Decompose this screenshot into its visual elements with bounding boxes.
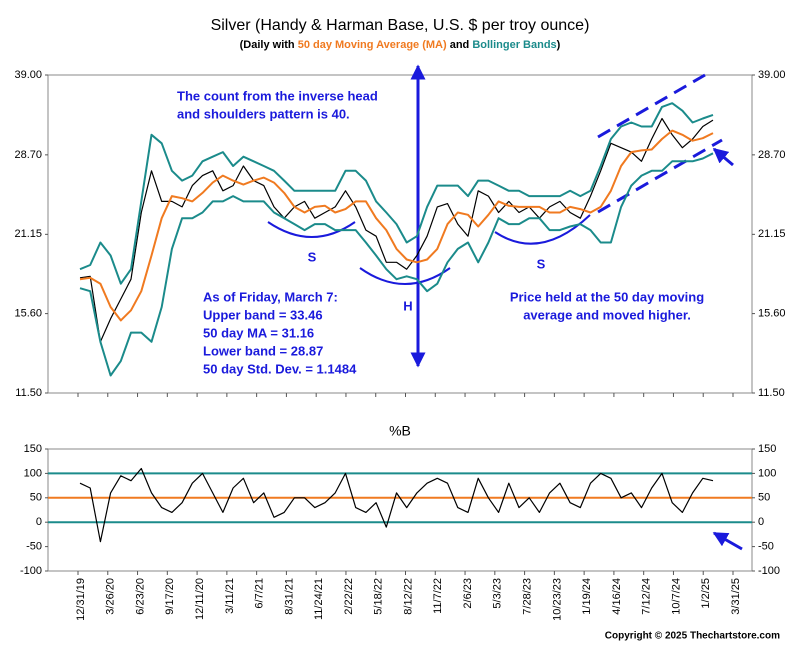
series-line — [79, 129, 714, 322]
chart-subtitle: (Daily with 50 day Moving Average (MA) a… — [240, 39, 561, 51]
y-tick-label-right: -50 — [758, 541, 774, 553]
x-tick-label: 6/7/21 — [254, 578, 266, 609]
y-tick-label-right: 50 — [758, 492, 770, 504]
sub-title: %B — [389, 423, 411, 439]
series-line — [79, 467, 714, 543]
annotation: average and moved higher. — [523, 307, 691, 322]
x-tick-label: 12/11/20 — [194, 578, 206, 620]
x-tick-label: 2/22/22 — [343, 578, 355, 615]
x-tick-label: 6/23/20 — [134, 578, 146, 615]
head-arc — [359, 267, 451, 285]
x-tick-label: 9/17/20 — [164, 578, 176, 615]
y-tick-label-right: 21.15 — [758, 228, 786, 240]
annotation: H — [403, 298, 412, 313]
y-tick-label: 50 — [30, 492, 42, 504]
x-tick-label: 7/12/24 — [641, 578, 653, 615]
annotation: The count from the inverse head — [177, 88, 378, 103]
x-tick-label: 8/31/21 — [283, 578, 295, 615]
x-tick-label: 11/24/21 — [313, 578, 325, 620]
pointer-arrow — [712, 531, 743, 551]
y-tick-label-right: 15.60 — [758, 308, 786, 320]
subtitle-part: ) — [557, 39, 561, 51]
x-tick-label: 10/7/24 — [670, 578, 682, 615]
y-tick-label-right: 100 — [758, 467, 776, 479]
annotation: 50 day MA = 31.16 — [203, 325, 314, 340]
series-line — [79, 152, 714, 377]
annotation: 50 day Std. Dev. = 1.1484 — [203, 361, 357, 376]
annotation: Lower band = 28.87 — [203, 343, 323, 358]
annotation: S — [537, 256, 546, 271]
subtitle-part: 50 day Moving Average (MA) — [298, 39, 447, 51]
x-tick-label: 1/2/25 — [700, 578, 712, 609]
subtitle-part: and — [447, 39, 473, 51]
y-tick-label: 100 — [24, 467, 42, 479]
x-tick-label: 10/23/23 — [551, 578, 563, 621]
y-tick-label-right: 150 — [758, 443, 776, 455]
footer: Copyright © 2025 Thechartstore.com — [605, 631, 780, 642]
x-tick-label: 8/12/22 — [402, 578, 414, 615]
x-tick-label: 3/11/21 — [224, 578, 236, 614]
y-tick-label: 15.60 — [14, 308, 42, 320]
y-tick-label: 0 — [36, 516, 42, 528]
y-tick-label: 28.70 — [14, 149, 42, 161]
annotation: Price held at the 50 day moving — [510, 289, 704, 304]
annotation: S — [308, 249, 317, 264]
x-tick-label: 12/31/19 — [75, 578, 87, 621]
x-tick-label: 2/6/23 — [462, 578, 474, 609]
pointer-arrow — [712, 147, 734, 167]
annotation: and shoulders pattern is 40. — [177, 106, 350, 121]
subtitle-part: Bollinger Bands — [472, 39, 556, 51]
x-tick-label: 3/26/20 — [105, 578, 117, 615]
y-tick-label-right: 11.50 — [758, 387, 785, 399]
y-tick-label: 39.00 — [14, 69, 42, 81]
y-tick-label: 150 — [24, 443, 42, 455]
x-tick-label: 11/7/22 — [432, 578, 444, 614]
channel-line — [597, 138, 723, 214]
y-tick-label-right: 39.00 — [758, 69, 786, 81]
annotation: As of Friday, March 7: — [203, 289, 338, 304]
series-line — [79, 102, 714, 285]
y-tick-label: 11.50 — [15, 387, 42, 399]
plot-frame — [47, 448, 753, 572]
y-tick-label-right: 28.70 — [758, 149, 786, 161]
y-tick-label: -100 — [20, 565, 42, 577]
subtitle-part: (Daily with — [240, 39, 298, 51]
x-tick-label: 5/18/22 — [373, 578, 385, 615]
y-tick-label: -50 — [26, 541, 42, 553]
x-tick-label: 4/16/24 — [611, 578, 623, 615]
x-tick-label: 1/19/24 — [581, 578, 593, 615]
shoulder-arc — [267, 221, 356, 238]
annotation: Upper band = 33.46 — [203, 307, 323, 322]
y-tick-label: 21.15 — [14, 228, 42, 240]
x-tick-label: 3/31/25 — [730, 578, 742, 615]
x-tick-label: 7/28/23 — [521, 578, 533, 615]
y-tick-label-right: -100 — [758, 565, 780, 577]
chart-title: Silver (Handy & Harman Base, U.S. $ per … — [211, 17, 590, 34]
y-tick-label-right: 0 — [758, 516, 764, 528]
x-tick-label: 5/3/23 — [492, 578, 504, 609]
